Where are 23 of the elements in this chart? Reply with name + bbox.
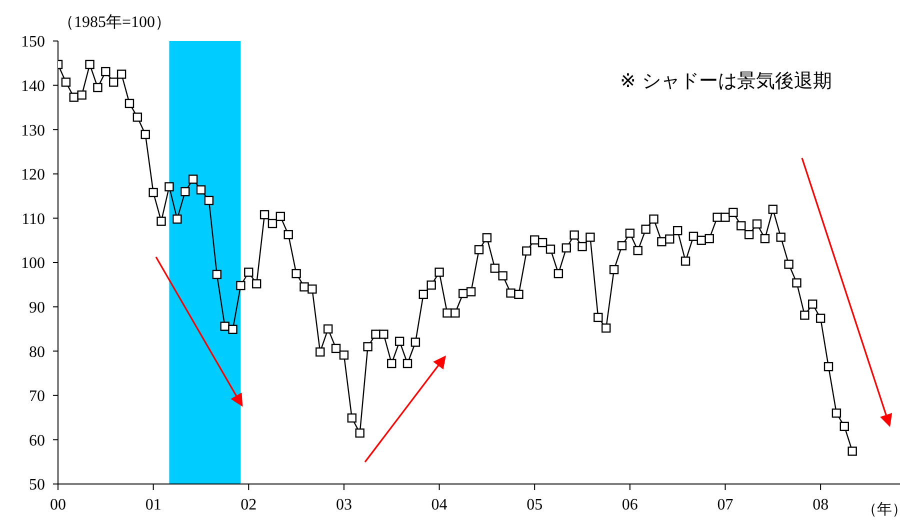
y-tick-label: 100: [21, 255, 45, 272]
y-tick-label: 140: [21, 78, 45, 95]
y-axis-title: （1985年=100）: [58, 13, 172, 33]
x-tick-label: 06: [622, 496, 638, 514]
y-tick-label: 150: [21, 34, 45, 51]
x-tick-label: 04: [431, 496, 448, 514]
x-tick-label: 00: [50, 496, 66, 514]
y-tick-label: 130: [21, 122, 45, 140]
x-tick-label: 05: [526, 496, 543, 514]
y-tick-label: 110: [22, 210, 45, 228]
y-tick-label: 50: [29, 476, 45, 494]
annotation: ※ シャドーは景気後退期: [620, 69, 832, 94]
x-tick-label: 07: [717, 496, 734, 514]
x-axis-title: （年）: [862, 501, 904, 519]
x-tick-label: 03: [336, 496, 352, 514]
y-tick-label: 80: [29, 344, 45, 361]
x-tick-label: 08: [812, 496, 829, 514]
x-tick-label: 02: [240, 496, 257, 514]
y-tick-label: 60: [29, 432, 45, 450]
y-tick-label: 120: [21, 166, 45, 184]
y-tick-label: 90: [29, 299, 45, 316]
y-tick-label: 70: [29, 388, 45, 406]
x-tick-label: 01: [145, 496, 162, 514]
